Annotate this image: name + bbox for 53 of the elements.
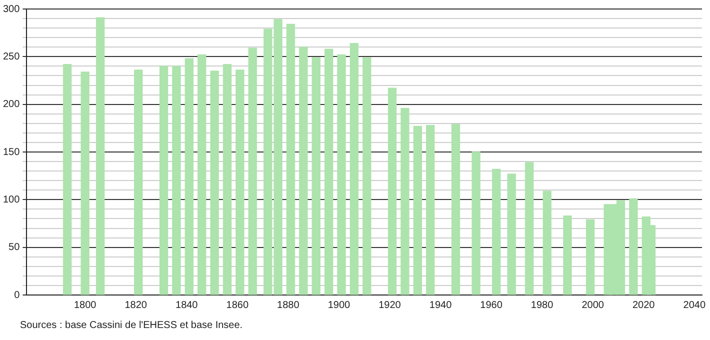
bar: [134, 70, 143, 295]
bar: [172, 66, 181, 295]
bar: [96, 17, 105, 295]
x-tick-label: 1940: [429, 300, 452, 311]
x-tick-label: 2020: [632, 300, 656, 311]
y-tick-label: 150: [2, 146, 20, 158]
x-tick-label: 1900: [328, 300, 351, 311]
bar: [563, 216, 572, 295]
bar: [542, 190, 552, 295]
y-tick-label: 250: [2, 51, 20, 62]
x-tick-label: 1920: [378, 300, 402, 311]
x-tick-label: 2040: [683, 300, 706, 311]
bar: [248, 48, 257, 295]
y-tick-label: 0: [14, 290, 20, 301]
bar: [507, 174, 516, 295]
bar: [62, 64, 72, 295]
bar: [472, 152, 480, 295]
bar: [210, 70, 219, 295]
bar: [159, 66, 168, 295]
bar: [400, 108, 410, 295]
y-tick-label: 100: [2, 194, 20, 206]
x-tick-label: 2000: [582, 300, 604, 311]
bar: [413, 126, 422, 295]
bar: [525, 162, 534, 295]
bar: [350, 42, 359, 295]
bar: [222, 64, 232, 295]
x-tick-label: 1980: [530, 300, 554, 311]
x-tick-label: 1880: [277, 300, 300, 311]
x-tick-label: 1960: [480, 300, 503, 311]
bar: [492, 168, 501, 295]
x-tick-label: 1800: [74, 300, 97, 311]
bar: [426, 124, 435, 295]
bar: [312, 57, 320, 295]
bar: [286, 24, 296, 295]
bar: [337, 54, 346, 295]
y-tick-label: 200: [2, 99, 20, 110]
y-tick-label: 300: [2, 4, 20, 15]
bar: [451, 124, 460, 295]
source-note: Sources : base Cassini de l'EHESS et base Insee.: [20, 320, 243, 331]
bar: [184, 58, 194, 295]
bar: [198, 54, 206, 295]
bar: [629, 198, 638, 295]
x-tick-label: 1820: [124, 300, 148, 311]
bar: [236, 70, 244, 295]
bar: [388, 88, 397, 295]
x-tick-label: 1840: [176, 300, 198, 311]
bar: [80, 72, 90, 295]
bar: [299, 46, 308, 295]
bar: [362, 57, 372, 295]
bar: [324, 48, 334, 295]
y-tick-label: 50: [8, 242, 20, 254]
bar: [586, 219, 595, 295]
x-tick-label: 1860: [226, 300, 249, 311]
